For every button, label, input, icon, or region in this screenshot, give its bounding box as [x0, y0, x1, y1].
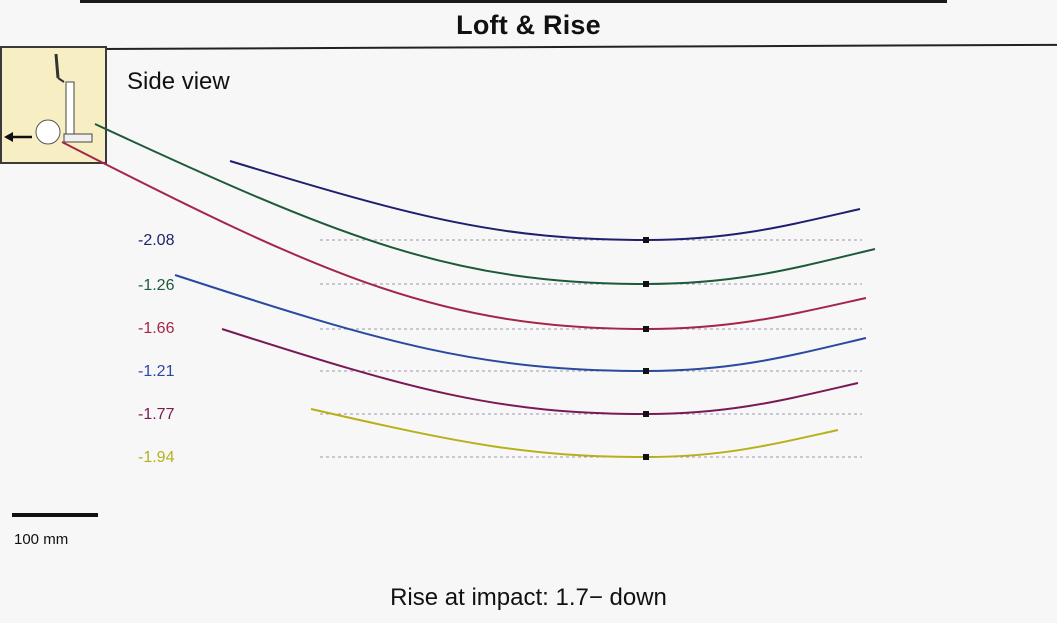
setup-thumbnail — [0, 46, 107, 164]
impact-marker-4 — [643, 368, 649, 374]
putter-grip — [54, 53, 60, 79]
impact-marker-3 — [643, 326, 649, 332]
golf-ball — [35, 119, 61, 145]
rise-at-impact: Rise at impact: 1.7− down — [390, 584, 667, 611]
scale-label: 100 mm — [14, 531, 69, 548]
stroke-label-5: -1.77 — [138, 406, 175, 423]
impact-marker-1 — [643, 237, 649, 243]
impact-marker-6 — [643, 454, 649, 460]
stroke-path-2 — [94, 123, 876, 286]
impact-marker-5 — [643, 411, 649, 417]
scale-bar — [12, 513, 98, 517]
putter-ball-icon — [4, 53, 93, 145]
stroke-label-6: -1.94 — [138, 449, 175, 466]
stroke-path-4 — [174, 274, 867, 373]
arrow-left-icon — [4, 132, 13, 142]
stroke-label-1: -2.08 — [138, 232, 175, 249]
view-label: Side view — [127, 68, 230, 95]
stroke-path-5 — [221, 328, 859, 416]
stroke-path-1 — [229, 160, 861, 242]
putter-head — [63, 133, 93, 143]
stroke-label-2: -1.26 — [138, 277, 175, 294]
putter-bend — [57, 77, 65, 83]
impact-marker-2 — [643, 281, 649, 287]
stroke-label-3: -1.66 — [138, 320, 175, 337]
top-rule — [80, 0, 947, 3]
stroke-path-3 — [61, 141, 867, 331]
stroke-path-6 — [310, 408, 839, 459]
chart-title: Loft & Rise — [456, 10, 601, 40]
stroke-label-4: -1.21 — [138, 363, 175, 380]
